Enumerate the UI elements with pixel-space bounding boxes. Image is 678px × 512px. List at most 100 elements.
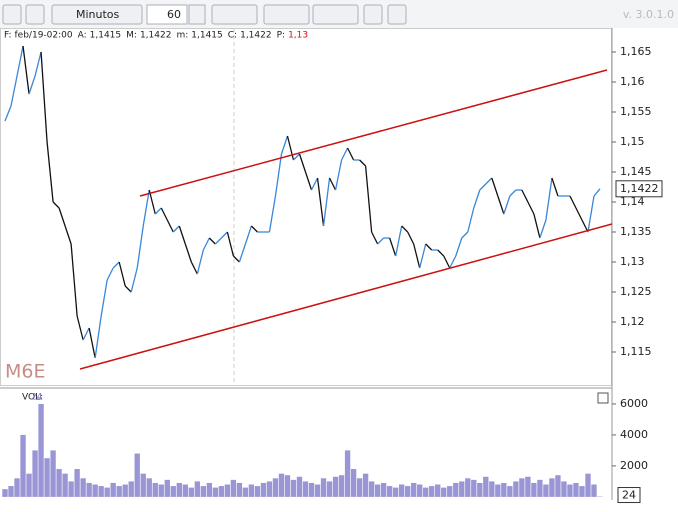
price-segment — [40, 51, 48, 143]
indicators-button[interactable] — [263, 4, 310, 25]
volume-bar — [110, 482, 116, 497]
volume-bar — [116, 486, 122, 497]
trash-button[interactable] — [25, 4, 45, 25]
volume-bar — [555, 475, 561, 497]
trend-line — [79, 223, 613, 370]
price-segment — [160, 207, 168, 221]
price-segment — [449, 255, 457, 269]
volume-bar — [242, 487, 249, 497]
volume-bar — [477, 482, 483, 497]
volume-bar — [176, 482, 182, 497]
price-segment — [521, 189, 529, 203]
y-tick-label: 6000 — [620, 397, 648, 410]
volume-bar — [537, 479, 543, 497]
close-panel[interactable] — [597, 392, 609, 404]
price-segment — [100, 279, 108, 317]
volume-title: VOL: — [22, 393, 43, 403]
price-segment — [437, 249, 445, 257]
price-segment — [136, 225, 144, 269]
price-segment — [34, 51, 42, 77]
header-value: 1,1422 — [240, 31, 272, 41]
interval-select[interactable] — [51, 4, 143, 25]
price-segment — [16, 45, 24, 77]
price-segment — [395, 225, 403, 257]
price-segment — [142, 189, 150, 227]
volume-bar — [314, 484, 321, 497]
price-segment — [401, 225, 409, 233]
header-value: 1,1422 — [140, 31, 172, 41]
price-segment — [64, 225, 72, 245]
header-label: C: — [228, 31, 237, 41]
price-segment — [425, 243, 433, 251]
price-segment — [118, 261, 126, 287]
symbol: M6E — [5, 361, 46, 383]
price-segment — [467, 207, 475, 233]
volume-bar — [50, 450, 56, 497]
volume-bar — [447, 486, 453, 497]
volume-bar — [567, 484, 573, 497]
volume-bar — [459, 481, 465, 497]
price-segment — [166, 219, 174, 233]
volume-bar — [471, 479, 477, 497]
y-tick-label: 1,16 — [620, 75, 645, 88]
price-segment — [419, 243, 427, 269]
price-segment — [232, 255, 240, 263]
price-segment — [130, 267, 138, 293]
volume-bar — [200, 486, 207, 497]
volume-bar — [218, 486, 225, 497]
volume-bar — [302, 481, 309, 497]
volume-bar — [20, 434, 26, 497]
volume-bar — [44, 458, 50, 497]
volume-bar — [507, 486, 513, 497]
price-segment — [545, 177, 553, 221]
volume-bar — [549, 478, 555, 497]
price-segment — [443, 255, 451, 269]
cursor-button[interactable] — [312, 4, 359, 25]
header-label: M: — [126, 31, 137, 41]
sum-button[interactable] — [363, 4, 383, 25]
volume-bar — [573, 482, 579, 497]
volume-bar — [128, 481, 134, 497]
y-tick-label: 2000 — [620, 459, 648, 472]
price-segment — [28, 75, 36, 95]
volume-bar — [86, 482, 92, 497]
version: v. 3.0.1.0 — [623, 8, 674, 21]
price-segment — [527, 201, 535, 215]
price-segment — [124, 285, 132, 293]
price-panel — [0, 28, 612, 386]
volume-bar — [8, 486, 14, 497]
price-segment — [220, 231, 228, 239]
volume-bar — [230, 479, 237, 497]
y-tick-label: 1,13 — [620, 255, 645, 268]
volume-bar — [362, 473, 369, 497]
chart-type-button[interactable] — [211, 4, 258, 25]
volume-bar — [224, 484, 231, 497]
volume-bar — [254, 486, 261, 497]
price-segment — [106, 267, 114, 281]
volume-bar — [585, 473, 591, 497]
button[interactable] — [2, 4, 22, 25]
header-value: 1,13 — [288, 31, 308, 41]
price-segment — [238, 243, 247, 263]
interval-input[interactable] — [146, 4, 188, 25]
volume-bar — [429, 486, 435, 497]
volume-bar — [140, 473, 146, 497]
price-segment — [497, 195, 505, 215]
price-segment — [413, 243, 421, 269]
tools-button[interactable] — [387, 4, 407, 25]
price-segment — [22, 45, 30, 95]
price-segment — [587, 195, 595, 233]
price-segment — [280, 135, 289, 155]
volume-bar — [68, 481, 74, 497]
interval-value: 60 — [167, 8, 181, 21]
volume-bar — [272, 478, 279, 497]
price-segment — [346, 147, 355, 161]
dropdown[interactable] — [188, 4, 206, 25]
price-segment — [340, 147, 349, 161]
price-segment — [10, 75, 18, 107]
y-tick-label: 1,135 — [620, 225, 652, 238]
volume-bar — [374, 484, 381, 497]
volume-bar — [158, 484, 164, 497]
volume-bar — [453, 482, 459, 497]
